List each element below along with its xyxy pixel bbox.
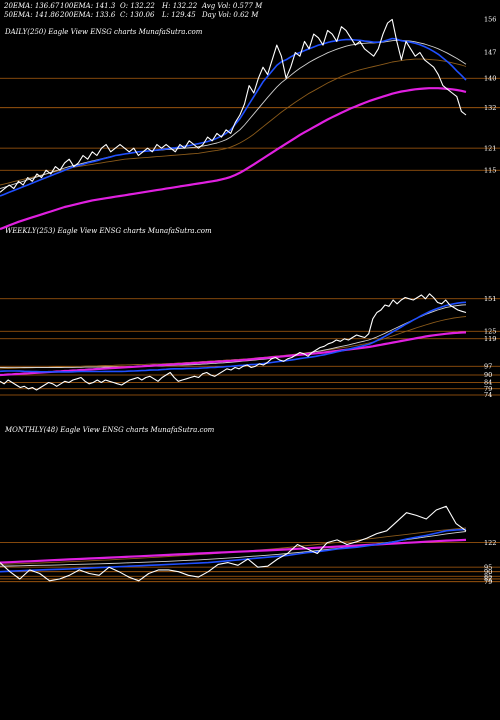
series-ema-fast-2: [0, 528, 467, 573]
y-tick-label-1-3: 97: [484, 362, 492, 370]
y-tick-label-1-0: 151: [484, 295, 496, 303]
y-tick-label-2-5: 79: [484, 578, 492, 586]
daily-chart-panel: 156 147 140 132 121 115: [0, 16, 500, 231]
stat-50ema: 50EMA: 141.86: [4, 11, 60, 19]
stat-high: H: 132.22: [161, 2, 198, 10]
y-tick-label-1-1: 125: [484, 327, 496, 335]
y-tick-label-2-1: 95: [484, 563, 492, 571]
y-tick-label-1-5: 84: [484, 379, 492, 387]
monthly-panel-title: MONTHLY(48) Eagle View ENSG charts Munaf…: [4, 426, 215, 434]
series-price-1: [0, 293, 467, 391]
y-tick-label-0-3: 132: [484, 104, 496, 112]
series-ema-mid-1: [0, 304, 467, 368]
stat-low: L: 129.45: [161, 11, 196, 19]
series-price-0: [0, 18, 467, 193]
y-tick-label-2-2: 90: [484, 568, 492, 576]
y-tick-label-2-4: 82: [484, 575, 492, 583]
series-ema-slow-1: [0, 331, 467, 377]
y-tick-label-0-5: 115: [484, 166, 496, 174]
stat-close: C: 130.06: [120, 11, 155, 19]
series-ema-slow-0: [0, 87, 467, 231]
y-tick-label-0-2: 140: [484, 74, 496, 82]
stat-day-vol: Day Vol: 0.62 M: [201, 11, 259, 19]
y-tick-label-1-7: 74: [484, 391, 492, 399]
y-tick-label-1-2: 119: [484, 335, 496, 343]
header-stats: 20EMA: 136.67 100EMA: 141.3 O: 132.22 H:…: [3, 2, 263, 19]
series-ema-slow-2: [0, 538, 467, 564]
y-tick-label-2-0: 122: [484, 539, 496, 547]
daily-panel-title: DAILY(250) Eagle View ENSG charts Munafa…: [4, 28, 203, 36]
series-ema-mid-0: [0, 39, 467, 190]
y-tick-label-1-6: 79: [484, 385, 492, 393]
series-price-2: [0, 505, 467, 582]
series-ema-ochre-0: [0, 58, 467, 186]
series-ema-fast-1: [0, 301, 467, 373]
stat-open: O: 132.22: [120, 2, 155, 10]
y-tick-label-0-0: 156: [484, 16, 496, 24]
weekly-panel-title: WEEKLY(253) Eagle View ENSG charts Munaf…: [5, 227, 212, 235]
y-tick-label-1-4: 90: [484, 371, 492, 379]
stat-100ema: 100EMA: 141.3: [60, 2, 116, 10]
stat-avg-vol: Avg Vol: 0.577 M: [201, 2, 263, 10]
y-tick-label-0-1: 147: [484, 49, 496, 57]
y-tick-label-0-4: 121: [484, 144, 496, 152]
stat-20ema: 20EMA: 136.67: [3, 2, 60, 10]
stat-200ema: 200EMA: 133.6: [59, 11, 116, 19]
y-tick-label-2-3: 85: [484, 572, 492, 580]
